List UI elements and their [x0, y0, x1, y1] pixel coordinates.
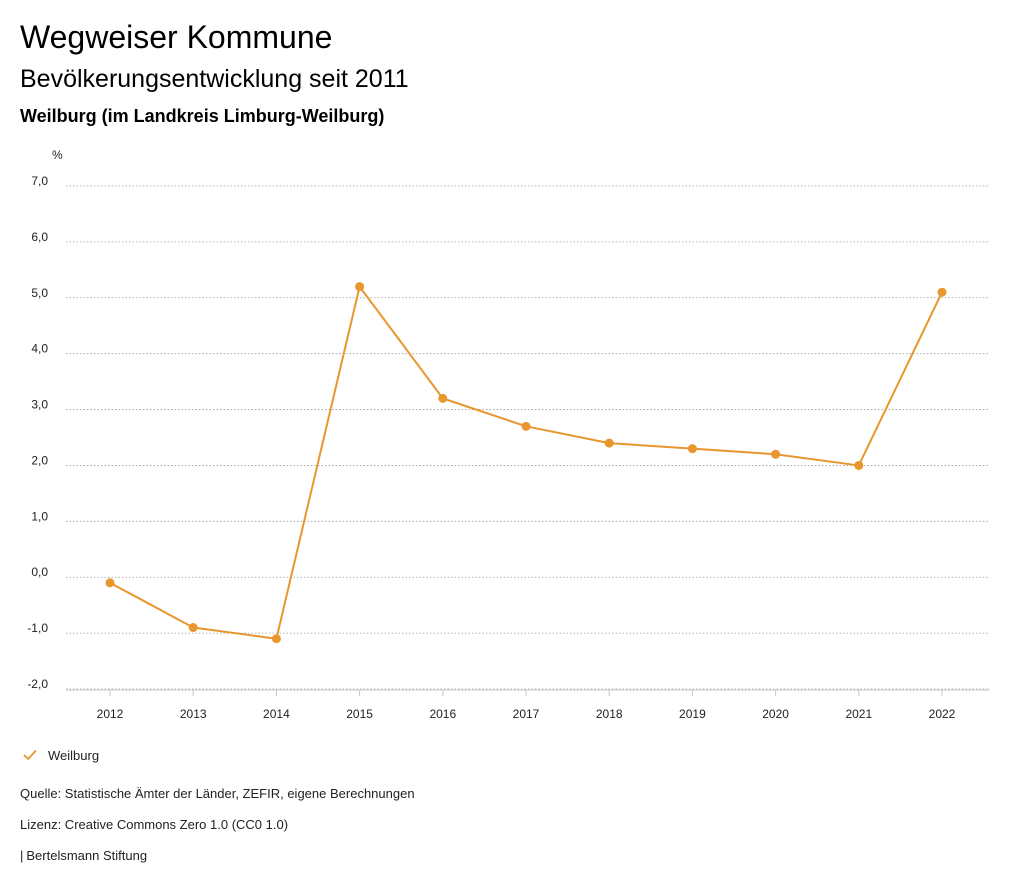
x-tick-label: 2018	[596, 707, 623, 721]
series-line-weilburg	[109, 285, 943, 640]
y-tick-label: 0,0	[31, 565, 48, 579]
credit-text: Bertelsmann Stiftung	[26, 848, 148, 863]
data-point[interactable]: 2017: 2,7 %	[521, 421, 531, 431]
data-point[interactable]: 2021: 2 %	[854, 460, 864, 470]
x-tick-label: 2012	[97, 707, 124, 721]
credit-separator: |	[20, 848, 24, 863]
legend-item-weilburg[interactable]: Weilburg	[22, 744, 99, 766]
x-tick-label: 2022	[929, 707, 956, 721]
data-point[interactable]: 2020: 2,2 %	[771, 449, 781, 459]
region-label: Weilburg (im Landkreis Limburg-Weilburg)	[20, 106, 385, 126]
y-tick-label: -1,0	[27, 621, 48, 635]
x-tick-label: 2017	[513, 707, 540, 721]
x-tick-label: 2019	[679, 707, 706, 721]
x-tick-label: 2014	[263, 707, 290, 721]
data-point[interactable]: 2013: -0,9 %	[188, 623, 198, 633]
x-tick-label: 2021	[845, 707, 872, 721]
data-point[interactable]: 2012: -0,1 %	[105, 578, 115, 588]
y-tick-label: 2,0	[31, 453, 48, 467]
source-note: Quelle: Statistische Ämter der Länder, Z…	[20, 786, 415, 801]
x-tick-label: 2016	[429, 707, 456, 721]
data-point[interactable]: 2018: 2,4 %	[604, 438, 614, 448]
data-point[interactable]: 2019: 2,3 %	[687, 444, 697, 454]
data-point[interactable]: 2022: 5,1 %	[937, 287, 947, 297]
credit-note: | Bertelsmann Stiftung	[20, 847, 147, 865]
y-axis-unit-label: %	[52, 148, 63, 162]
y-tick-label: 1,0	[31, 509, 48, 523]
checkmark-icon	[23, 750, 37, 760]
y-tick-label: 7,0	[31, 174, 48, 188]
y-tick-label: 5,0	[31, 286, 48, 300]
data-point[interactable]: 2014: -1,1 %	[271, 634, 281, 644]
chart-subtitle: Bevölkerungsentwicklung seit 2011	[20, 65, 409, 93]
data-point[interactable]: 2015: 5,2 %	[355, 282, 365, 292]
x-tick-label: 2015	[346, 707, 373, 721]
legend-label: Weilburg	[48, 747, 100, 763]
x-tick-label: 2013	[180, 707, 207, 721]
x-tick-label: 2020	[762, 707, 789, 721]
y-tick-label: 6,0	[31, 230, 48, 244]
data-point[interactable]: 2016: 3,2 %	[438, 393, 448, 403]
page-title: Wegweiser Kommune	[20, 19, 333, 55]
license-note: Lizenz: Creative Commons Zero 1.0 (CC0 1…	[20, 817, 289, 832]
y-tick-label: -2,0	[27, 677, 48, 691]
y-tick-label: 3,0	[31, 398, 48, 412]
y-tick-label: 4,0	[31, 342, 48, 356]
line-chart: % -2,0 -1,0 0,0 1,0 2,0 3,0 4,0 5,0 6,0 7,0 2012 2…	[27, 148, 990, 721]
